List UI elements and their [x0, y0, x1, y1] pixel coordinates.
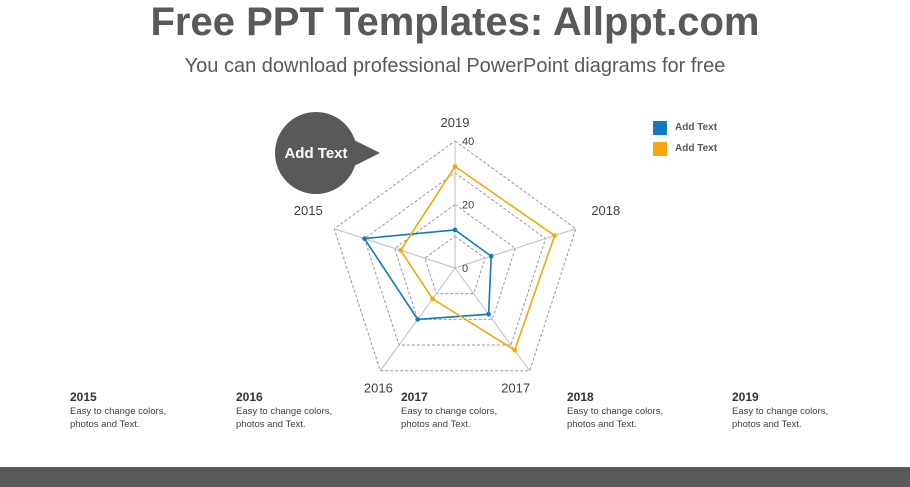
page-subtitle: You can download professional PowerPoint… [184, 55, 726, 77]
page-title: Free PPT Templates: Allppt.com [150, 0, 760, 44]
grid-ring [333, 140, 577, 372]
data-point [486, 311, 491, 317]
tick-label: 0 [462, 263, 468, 275]
axis-spoke [454, 267, 531, 372]
callout-bubble: Add Text [275, 112, 357, 194]
note-text: Easy to change colors, photos and Text. [732, 406, 829, 430]
note-text: Easy to change colors, photos and Text. [567, 406, 664, 430]
footer-bar [0, 467, 910, 487]
note-year: 2015 [70, 390, 97, 404]
axis-spoke [454, 228, 576, 269]
legend-swatch-series-1 [653, 120, 667, 135]
note-2016: 2016 Easy to change colors, photos and T… [236, 390, 386, 431]
radar-labels: 0 20 40 2019 2018 2017 2016 2015 [294, 115, 620, 396]
data-point [452, 227, 458, 233]
series-line-1 [363, 229, 493, 321]
radar-grid [333, 140, 577, 372]
data-point [452, 164, 458, 169]
grid-ring [394, 203, 516, 320]
tick-label: 20 [462, 200, 474, 212]
radar-series [362, 164, 557, 353]
axis-spoke [334, 228, 456, 269]
note-year: 2016 [236, 390, 263, 404]
callout-pointer [350, 138, 380, 168]
note-2015: 2015 Easy to change colors, photos and T… [70, 390, 220, 431]
data-point [552, 233, 557, 238]
category-label: 2019 [441, 115, 470, 130]
note-year: 2017 [401, 390, 428, 404]
legend-swatch-series-2 [653, 141, 667, 156]
category-label: 2016 [364, 381, 393, 396]
data-point [430, 296, 435, 302]
data-point [415, 317, 420, 322]
note-text: Easy to change colors, photos and Text. [236, 406, 333, 430]
note-text: Easy to change colors, photos and Text. [70, 406, 167, 430]
grid-ring [363, 172, 547, 346]
data-point [398, 248, 403, 253]
grid-ring [424, 235, 486, 295]
legend-item-series-2: Add Text [653, 138, 717, 159]
note-year: 2019 [732, 390, 759, 404]
callout-label: Add Text [284, 144, 348, 162]
legend-item-series-1: Add Text [653, 117, 717, 138]
note-year: 2018 [567, 390, 594, 404]
legend-label-series-2: Add Text [675, 143, 718, 154]
data-point [362, 236, 367, 241]
note-text: Easy to change colors, photos and Text. [401, 406, 498, 430]
series-line-2 [399, 165, 556, 352]
note-2019: 2019 Easy to change colors, photos and T… [732, 390, 882, 431]
note-2018: 2018 Easy to change colors, photos and T… [567, 390, 717, 431]
data-point [512, 347, 518, 353]
data-point [488, 253, 494, 259]
tick-label: 40 [462, 136, 474, 148]
category-label: 2018 [591, 203, 620, 218]
note-2017: 2017 Easy to change colors, photos and T… [401, 390, 551, 431]
chart-legend: Add Text Add Text [653, 117, 717, 159]
category-label: 2015 [294, 203, 323, 218]
category-label: 2017 [501, 381, 530, 396]
legend-label-series-1: Add Text [675, 122, 718, 133]
